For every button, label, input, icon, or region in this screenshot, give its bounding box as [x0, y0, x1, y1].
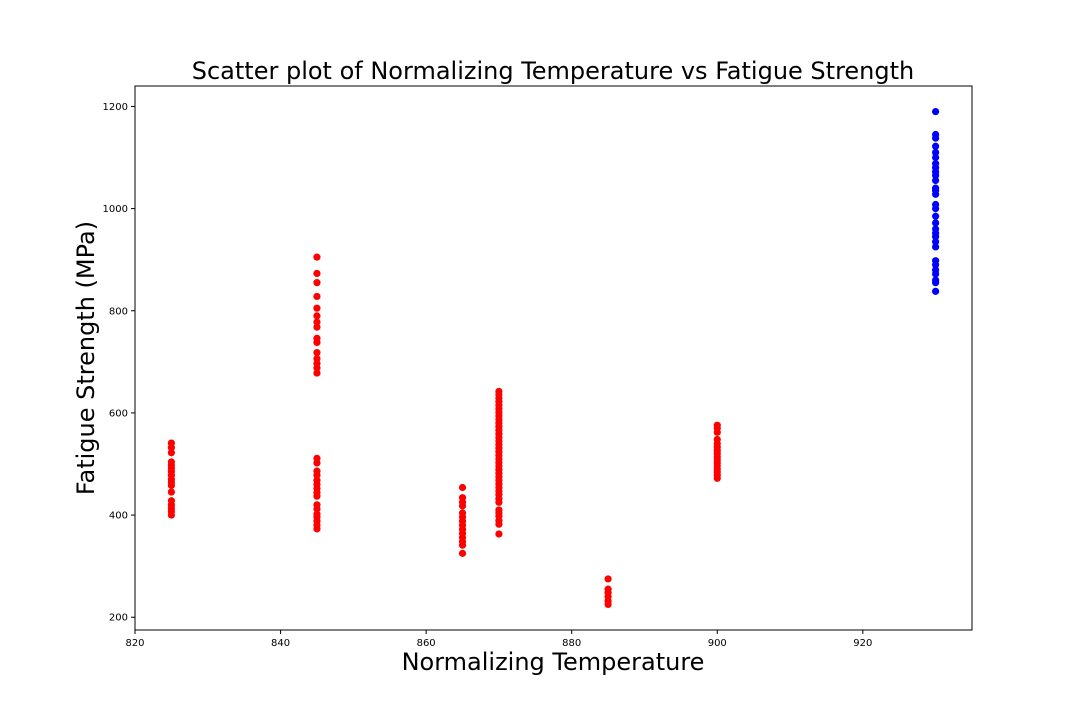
data-point [932, 266, 940, 274]
data-point [932, 130, 940, 139]
data-point [604, 575, 612, 583]
y-tick-label: 400 [109, 511, 128, 522]
data-point [932, 257, 940, 265]
data-point [313, 318, 321, 326]
data-point [932, 184, 940, 192]
data-point [313, 292, 321, 301]
data-point [458, 549, 467, 557]
x-axis: 820 840 860 880 900 920 [125, 630, 872, 649]
x-tick-label: 920 [853, 638, 872, 649]
y-axis-label: Fatigue Strength (MPa) [72, 221, 100, 495]
data-point [167, 458, 175, 466]
data-point [313, 355, 321, 363]
data-point [167, 449, 175, 457]
y-tick-label: 1200 [103, 102, 128, 113]
data-point [313, 476, 321, 484]
data-point [932, 200, 940, 209]
data-point [313, 279, 321, 287]
data-point [167, 497, 175, 505]
data-point [932, 287, 940, 295]
data-point [713, 421, 721, 429]
data-point [932, 243, 940, 251]
data-point [167, 488, 175, 496]
data-point [313, 323, 321, 331]
data-point [458, 509, 467, 517]
data-points [167, 107, 940, 609]
data-point [932, 153, 940, 162]
x-tick-label: 840 [271, 638, 290, 649]
y-tick-label: 1000 [103, 204, 128, 215]
plot-frame [134, 85, 973, 631]
data-point [313, 467, 321, 475]
chart-title: Scatter plot of Normalizing Temperature … [192, 57, 914, 85]
data-point [313, 454, 321, 462]
data-point [932, 276, 940, 284]
y-axis: 200 400 600 800 1000 1200 [103, 102, 135, 624]
data-point [458, 494, 467, 502]
data-point [458, 483, 467, 492]
data-point [313, 349, 321, 357]
data-point [713, 435, 721, 444]
y-tick-label: 200 [109, 613, 128, 624]
x-tick-label: 880 [562, 638, 581, 649]
x-axis-label: Normalizing Temperature [402, 648, 705, 676]
data-point [932, 238, 940, 246]
data-point [313, 312, 321, 320]
data-point [495, 387, 503, 396]
y-tick-label: 600 [109, 408, 128, 419]
data-point [313, 253, 321, 261]
data-point [932, 142, 940, 150]
data-point [932, 107, 940, 116]
x-tick-label: 820 [125, 638, 144, 649]
x-tick-label: 860 [417, 638, 436, 649]
y-tick-label: 800 [109, 306, 128, 317]
data-point [167, 439, 175, 447]
data-point [932, 225, 940, 233]
data-point [932, 160, 940, 168]
data-point [932, 148, 940, 157]
data-point [932, 219, 940, 227]
data-point [313, 510, 321, 518]
data-point [313, 369, 321, 377]
data-point [495, 506, 503, 514]
data-point [495, 530, 503, 538]
data-point [604, 585, 612, 593]
plot-area: 820 840 860 880 900 920 200 400 600 800 1000 1200 [103, 85, 973, 649]
data-point [313, 269, 321, 278]
data-point [313, 501, 321, 509]
data-point [313, 334, 321, 342]
data-point [932, 212, 940, 220]
data-point [932, 176, 940, 185]
x-tick-label: 900 [708, 638, 727, 649]
data-point [313, 304, 321, 312]
